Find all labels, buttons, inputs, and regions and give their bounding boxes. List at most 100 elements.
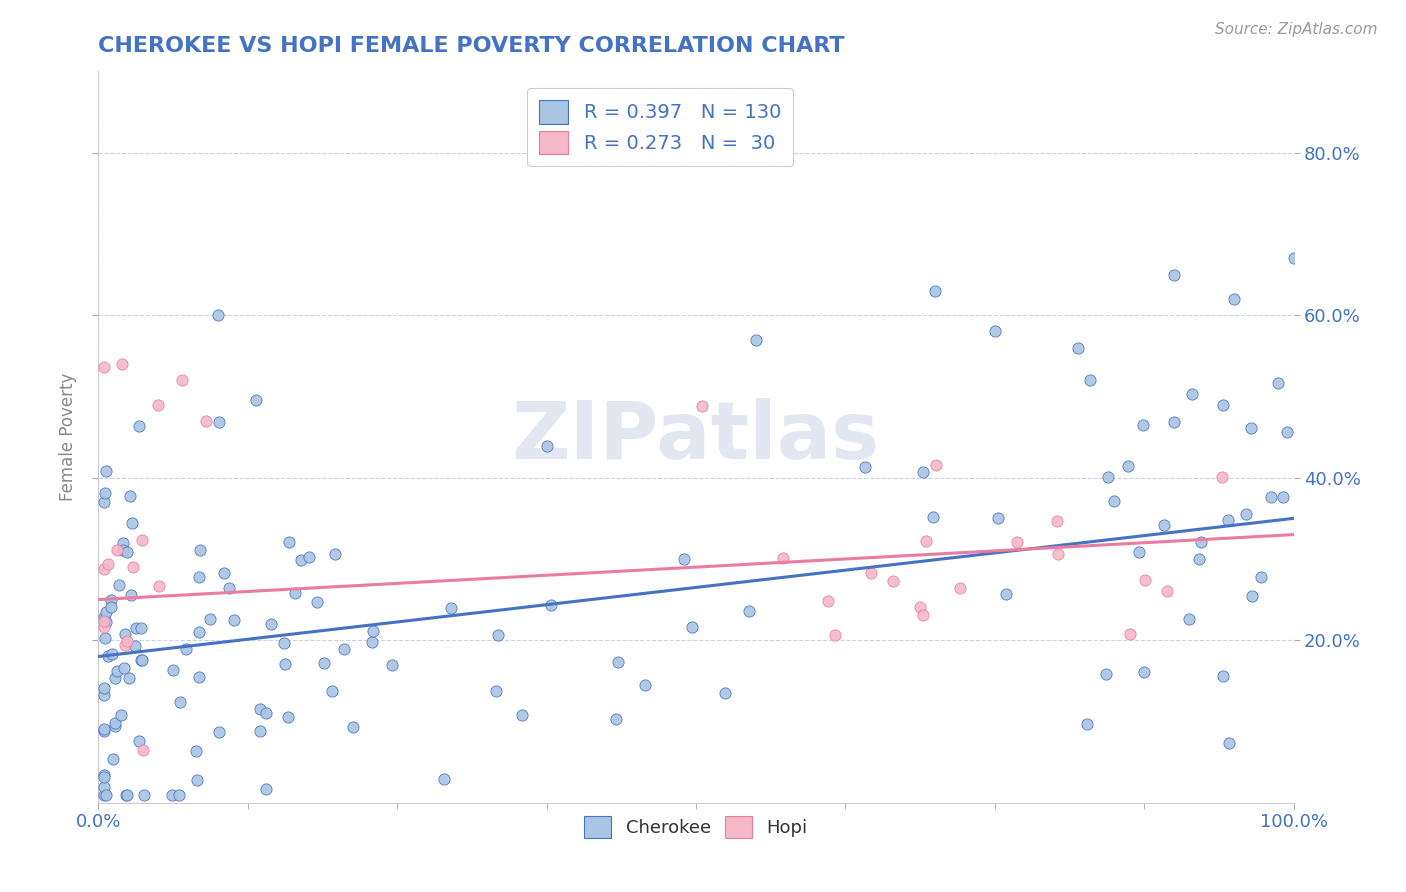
Point	[1240, 421, 1263, 435]
Point	[284, 586, 307, 600]
Point	[1216, 513, 1239, 527]
Point	[93, 495, 115, 509]
Point	[93, 788, 115, 802]
Point	[1102, 494, 1125, 508]
Point	[273, 657, 295, 672]
Point	[1128, 545, 1150, 559]
Point	[745, 333, 768, 347]
Point	[97, 649, 120, 664]
Point	[115, 545, 138, 559]
Point	[94, 788, 117, 802]
Point	[93, 486, 115, 500]
Point	[298, 549, 321, 564]
Point	[120, 588, 142, 602]
Point	[1271, 491, 1294, 505]
Point	[605, 712, 627, 726]
Point	[93, 681, 115, 695]
Text: CHEROKEE VS HOPI FEMALE POVERTY CORRELATION CHART: CHEROKEE VS HOPI FEMALE POVERTY CORRELAT…	[98, 36, 845, 56]
Point	[97, 557, 120, 571]
Point	[1250, 570, 1272, 584]
Point	[1181, 387, 1204, 401]
Point	[1189, 534, 1212, 549]
Point	[212, 566, 235, 581]
Point	[224, 613, 246, 627]
Point	[1116, 459, 1139, 474]
Point	[94, 605, 117, 619]
Point	[125, 621, 148, 635]
Point	[1005, 534, 1028, 549]
Point	[148, 398, 170, 412]
Point	[510, 707, 533, 722]
Point	[1046, 514, 1069, 528]
Point	[207, 308, 229, 322]
Point	[984, 325, 1007, 339]
Text: ZIPatlas: ZIPatlas	[512, 398, 880, 476]
Point	[111, 536, 134, 550]
Point	[536, 440, 558, 454]
Point	[132, 743, 155, 757]
Point	[925, 458, 948, 472]
Point	[128, 733, 150, 747]
Point	[486, 628, 509, 642]
Point	[307, 595, 329, 609]
Point	[911, 607, 934, 622]
Point	[101, 752, 124, 766]
Point	[172, 373, 194, 387]
Point	[107, 578, 129, 592]
Point	[100, 599, 122, 614]
Point	[278, 535, 301, 549]
Point	[1097, 470, 1119, 484]
Point	[995, 587, 1018, 601]
Point	[111, 357, 134, 371]
Point	[105, 665, 128, 679]
Point	[439, 601, 461, 615]
Point	[540, 598, 562, 612]
Point	[93, 780, 115, 794]
Point	[361, 624, 384, 638]
Point	[94, 615, 117, 630]
Point	[169, 695, 191, 709]
Point	[195, 414, 218, 428]
Point	[93, 609, 115, 624]
Point	[254, 781, 277, 796]
Point	[1076, 716, 1098, 731]
Point	[114, 638, 136, 652]
Point	[914, 533, 936, 548]
Point	[1067, 341, 1090, 355]
Point	[908, 600, 931, 615]
Point	[114, 627, 136, 641]
Point	[110, 708, 132, 723]
Point	[1132, 418, 1154, 433]
Point	[104, 671, 127, 685]
Point	[100, 647, 122, 661]
Point	[1163, 268, 1185, 282]
Y-axis label: Female Poverty: Female Poverty	[59, 373, 77, 501]
Point	[312, 656, 335, 670]
Point	[323, 547, 346, 561]
Point	[188, 670, 211, 684]
Point	[260, 617, 283, 632]
Point	[714, 686, 737, 700]
Point	[121, 516, 143, 530]
Point	[738, 604, 761, 618]
Point	[381, 657, 404, 672]
Point	[198, 611, 221, 625]
Point	[1080, 373, 1102, 387]
Point	[218, 581, 240, 595]
Point	[94, 631, 117, 645]
Point	[162, 663, 184, 677]
Point	[208, 416, 231, 430]
Point	[949, 581, 972, 595]
Point	[321, 683, 343, 698]
Point	[93, 359, 115, 374]
Point	[1119, 627, 1142, 641]
Point	[93, 615, 115, 629]
Point	[129, 653, 152, 667]
Point	[117, 634, 139, 648]
Point	[103, 718, 125, 732]
Point	[1211, 470, 1233, 484]
Point	[148, 579, 170, 593]
Point	[93, 562, 115, 576]
Point	[882, 574, 904, 589]
Legend: Cherokee, Hopi: Cherokee, Hopi	[576, 808, 815, 845]
